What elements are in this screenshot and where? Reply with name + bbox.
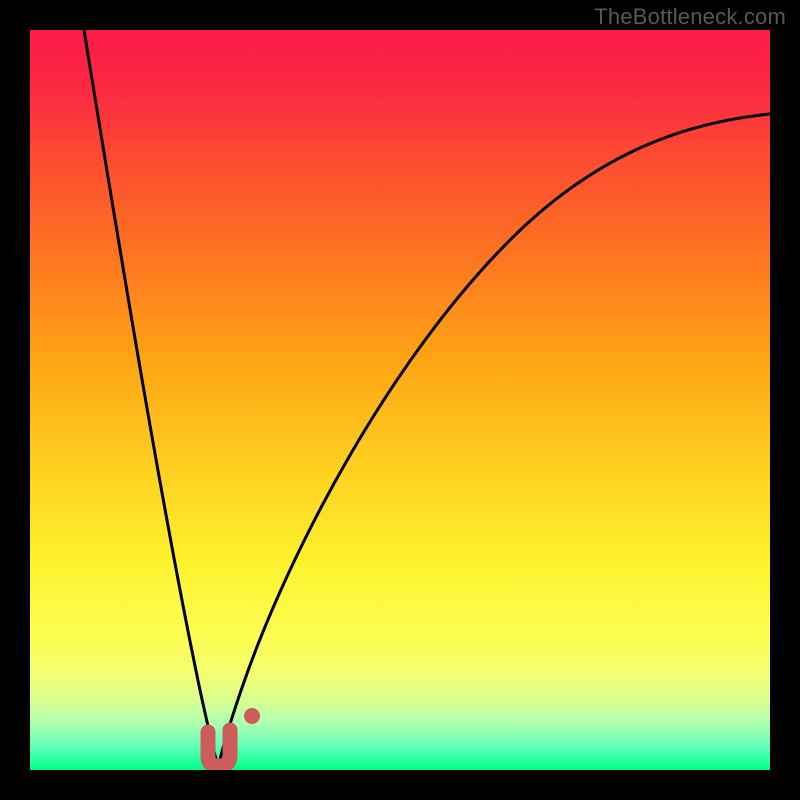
figure-root: TheBottleneck.com <box>0 0 800 800</box>
watermark-text: TheBottleneck.com <box>594 4 786 30</box>
notch-dot <box>244 708 260 724</box>
chart-svg <box>0 0 800 800</box>
plot-area <box>30 30 770 770</box>
